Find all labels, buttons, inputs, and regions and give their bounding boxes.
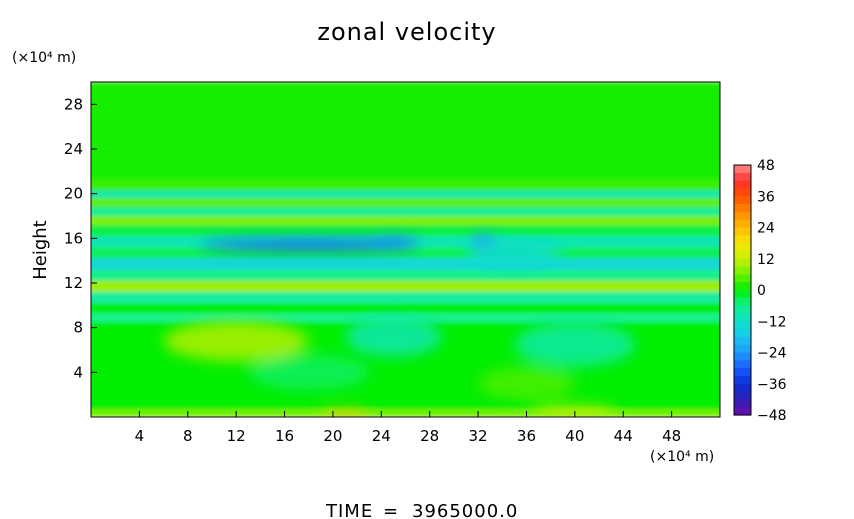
feature-5 [199, 240, 418, 251]
x-tick-label: 8 [183, 427, 193, 445]
band-11 [91, 216, 720, 225]
feature-3 [248, 354, 370, 391]
colorbar: 48 36 24 12 0 −12 −24 −36 −48 [733, 158, 787, 424]
colorbar-swatch [734, 329, 751, 338]
y-axis-label: Height [30, 220, 51, 280]
time-separator: = [383, 501, 399, 519]
colorbar-swatch [734, 399, 751, 408]
x-tick-label: 20 [323, 427, 342, 445]
y-tick-label: 28 [64, 95, 83, 113]
band-15 [91, 180, 720, 191]
colorbar-swatch [734, 188, 751, 197]
colorbar-swatch [734, 290, 751, 299]
band-14 [91, 190, 720, 199]
plot-area [90, 81, 721, 418]
x-tick-label: 48 [662, 427, 681, 445]
band-12 [91, 207, 720, 216]
colorbar-swatch [734, 321, 751, 330]
colorbar-swatch [734, 274, 751, 283]
colorbar-swatch [734, 165, 751, 174]
colorbar-label: −36 [757, 377, 787, 393]
colorbar-swatch [734, 172, 751, 182]
colorbar-swatch [734, 266, 751, 275]
feature-1 [345, 316, 442, 357]
y-tick-label: 4 [73, 363, 83, 381]
colorbar-label: 12 [757, 252, 775, 268]
colorbar-swatch [734, 407, 751, 416]
colorbar-swatch [734, 375, 751, 385]
colorbar-swatch [734, 196, 751, 205]
colorbar-label: 24 [757, 221, 775, 237]
colorbar-swatch [734, 250, 751, 260]
colorbar-swatch [734, 336, 751, 346]
feature-4 [478, 366, 575, 401]
x-axis-unit: (×10⁴ m) [650, 449, 714, 465]
colorbar-swatch [734, 297, 751, 307]
band-13 [91, 198, 720, 208]
time-label: TIME [325, 501, 373, 519]
x-tick-label: 12 [227, 427, 246, 445]
colorbar-swatch [734, 227, 751, 236]
band-0 [91, 409, 720, 417]
feature-6 [369, 237, 418, 246]
x-tick-label: 32 [469, 427, 488, 445]
colorbar-swatch [734, 235, 751, 244]
colorbar-swatch [734, 352, 751, 361]
colorbar-swatch [734, 211, 751, 221]
colorbar-swatch [734, 391, 751, 400]
colorbar-label: 48 [757, 158, 775, 174]
band-6 [91, 269, 720, 281]
colorbar-swatch [734, 258, 751, 268]
chart-title: zonal velocity [317, 18, 496, 46]
band-7 [91, 258, 720, 270]
colorbar-label: 36 [757, 189, 775, 205]
colorbar-swatch [734, 180, 751, 190]
colorbar-swatch [734, 313, 751, 322]
y-axis-unit: (×10⁴ m) [12, 50, 76, 66]
x-tick-label: 16 [275, 427, 294, 445]
x-tick-label: 40 [565, 427, 584, 445]
x-tick-label: 4 [135, 427, 145, 445]
colorbar-swatch [734, 360, 751, 369]
y-tick-label: 20 [64, 185, 83, 203]
x-axis-ticks: 4 8 12 16 20 24 28 32 36 40 44 48 [135, 411, 681, 445]
band-16 [91, 82, 720, 181]
band-5 [91, 280, 720, 292]
colorbar-swatch [734, 368, 751, 377]
y-tick-label: 24 [64, 140, 83, 158]
colorbar-swatch [734, 305, 751, 315]
colorbar-swatch [734, 204, 751, 213]
band-10 [91, 224, 720, 237]
x-tick-label: 36 [517, 427, 536, 445]
colorbar-label: −48 [757, 408, 787, 424]
band-4 [91, 291, 720, 304]
feature-8 [465, 240, 563, 268]
colorbar-swatch [734, 243, 751, 252]
feature-2 [514, 322, 636, 367]
colorbar-swatch [734, 219, 751, 229]
colorbar-swatch [734, 383, 751, 393]
y-tick-label: 8 [73, 319, 83, 337]
y-axis-ticks: 4 8 12 16 20 24 28 [64, 95, 97, 381]
x-tick-label: 44 [614, 427, 633, 445]
colorbar-swatch [734, 282, 751, 291]
y-tick-label: 12 [64, 274, 83, 292]
colorbar-label: −12 [757, 314, 787, 330]
colorbar-label: −24 [757, 346, 787, 362]
x-tick-label: 28 [420, 427, 439, 445]
band-8 [91, 247, 720, 259]
feature-0 [163, 320, 309, 362]
colorbar-label: 0 [757, 283, 766, 299]
colorbar-swatch [734, 344, 751, 354]
band-3 [91, 303, 720, 314]
y-tick-label: 16 [64, 229, 83, 247]
x-tick-label: 24 [372, 427, 391, 445]
time-value: 3965000.0 [412, 501, 518, 519]
time-footer: TIME = 3965000.0 [325, 501, 518, 519]
plot-frame [90, 81, 721, 418]
